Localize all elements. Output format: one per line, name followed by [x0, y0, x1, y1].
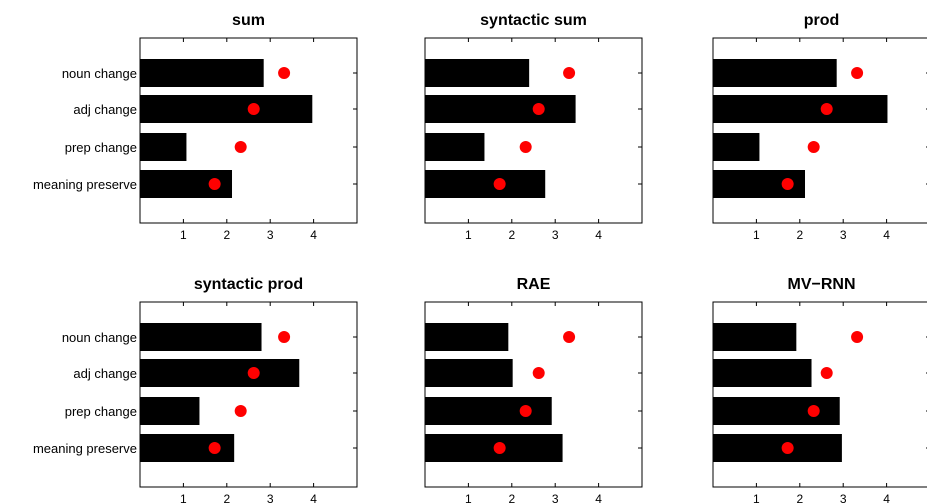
data-point	[851, 331, 864, 343]
x-tick-label: 3	[552, 228, 559, 242]
category-label: adj change	[73, 366, 137, 381]
axis-frame	[139, 301, 358, 488]
x-tick-label: 4	[310, 492, 317, 504]
bar	[140, 323, 262, 351]
x-tick-label: 1	[465, 492, 472, 504]
x-tick-label: 3	[552, 492, 559, 504]
data-point	[493, 442, 506, 454]
data-point	[781, 178, 794, 190]
x-tick-label: 4	[595, 228, 602, 242]
x-tick-label: 4	[883, 492, 890, 504]
bar	[713, 323, 797, 351]
x-tick-label: 4	[595, 492, 602, 504]
axis-frame	[712, 37, 927, 224]
x-tick-label: 1	[753, 492, 760, 504]
x-tick-label: 3	[267, 228, 274, 242]
data-point	[563, 331, 576, 343]
category-label: meaning preserve	[33, 177, 137, 192]
bar	[140, 397, 200, 425]
data-point	[851, 67, 864, 79]
data-point	[493, 178, 506, 190]
axis-frame	[139, 37, 358, 224]
data-point	[532, 103, 545, 115]
axis-frame	[712, 301, 927, 488]
data-point	[234, 141, 247, 153]
x-tick-label: 1	[180, 492, 187, 504]
x-tick-label: 2	[796, 492, 803, 504]
bar	[425, 359, 513, 387]
x-tick-label: 3	[267, 492, 274, 504]
bar	[140, 59, 264, 87]
data-point	[820, 103, 833, 115]
data-point	[563, 67, 576, 79]
x-tick-label: 3	[840, 492, 847, 504]
bar	[425, 170, 546, 198]
category-label: adj change	[73, 102, 137, 117]
chart-title: MV−RNN	[787, 276, 855, 293]
data-point	[519, 405, 532, 417]
bar	[713, 397, 840, 425]
x-tick-label: 1	[180, 228, 187, 242]
category-label: noun change	[62, 330, 137, 345]
x-tick-label: 4	[883, 228, 890, 242]
bar	[425, 397, 552, 425]
category-label: prep change	[65, 140, 137, 155]
axis-frame	[424, 37, 643, 224]
chart-title: sum	[232, 12, 265, 29]
category-label: noun change	[62, 66, 137, 81]
data-point	[807, 141, 820, 153]
chart-title: prod	[804, 12, 840, 29]
x-tick-label: 2	[796, 228, 803, 242]
bar	[140, 133, 187, 161]
data-point	[519, 141, 532, 153]
category-label: prep change	[65, 404, 137, 419]
data-point	[208, 178, 221, 190]
x-tick-label: 2	[508, 492, 515, 504]
data-point	[781, 442, 794, 454]
bar	[713, 133, 760, 161]
x-tick-label: 2	[223, 492, 230, 504]
bar	[713, 95, 888, 123]
x-tick-label: 4	[310, 228, 317, 242]
category-label: meaning preserve	[33, 441, 137, 456]
bar	[713, 434, 842, 462]
bar	[140, 95, 313, 123]
bar	[713, 59, 837, 87]
bar	[140, 359, 300, 387]
x-tick-label: 1	[465, 228, 472, 242]
bar	[713, 359, 812, 387]
chart-title: syntactic sum	[480, 12, 587, 29]
chart-title: syntactic prod	[194, 276, 303, 293]
data-point	[820, 367, 833, 379]
axis-frame	[424, 301, 643, 488]
x-tick-label: 2	[508, 228, 515, 242]
data-point	[247, 367, 260, 379]
data-point	[247, 103, 260, 115]
data-point	[234, 405, 247, 417]
data-point	[208, 442, 221, 454]
data-point	[807, 405, 820, 417]
x-tick-label: 3	[840, 228, 847, 242]
bar	[425, 323, 509, 351]
bar	[425, 133, 485, 161]
bar	[425, 59, 530, 87]
data-point	[278, 67, 291, 79]
data-point	[278, 331, 291, 343]
chart-title: RAE	[517, 276, 551, 293]
x-tick-label: 1	[753, 228, 760, 242]
x-tick-label: 2	[223, 228, 230, 242]
data-point	[532, 367, 545, 379]
bar	[425, 95, 576, 123]
